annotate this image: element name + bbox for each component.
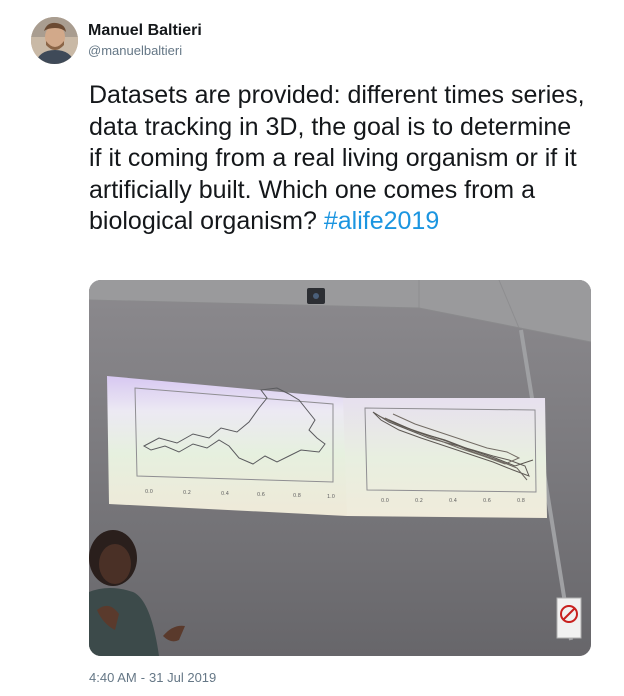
person-portrait-icon — [31, 16, 78, 64]
tweet-photo[interactable]: 0.0 0.2 0.4 0.6 0.8 1.0 0.0 0.2 0.4 0.6 … — [89, 280, 591, 656]
tweet-header: Manuel Baltieri @manuelbaltieri — [31, 16, 202, 64]
timestamp-date: 31 Jul 2019 — [149, 670, 217, 685]
svg-text:0.6: 0.6 — [257, 492, 265, 498]
timestamp-time: 4:40 AM — [89, 670, 137, 685]
svg-text:0.6: 0.6 — [483, 498, 491, 504]
hashtag-link[interactable]: #alife2019 — [323, 207, 440, 235]
svg-text:0.2: 0.2 — [183, 490, 191, 496]
svg-text:0.0: 0.0 — [145, 489, 153, 495]
tweet-timestamp[interactable]: 4:40 AM -31 Jul 2019 — [89, 670, 216, 685]
tweet-text: Datasets are provided: different times s… — [89, 80, 589, 238]
author-display-name[interactable]: Manuel Baltieri — [88, 21, 202, 39]
svg-text:0.4: 0.4 — [449, 498, 457, 504]
svg-text:0.0: 0.0 — [381, 498, 389, 504]
timestamp-separator: - — [140, 670, 146, 685]
photo-of-projected-trajectory-plots: 0.0 0.2 0.4 0.6 0.8 1.0 0.0 0.2 0.4 0.6 … — [89, 280, 591, 656]
svg-text:0.8: 0.8 — [517, 498, 525, 504]
svg-text:1.0: 1.0 — [327, 494, 335, 500]
author-names: Manuel Baltieri @manuelbaltieri — [88, 21, 202, 60]
svg-text:0.8: 0.8 — [293, 493, 301, 499]
svg-text:0.2: 0.2 — [415, 498, 423, 504]
author-handle[interactable]: @manuelbaltieri — [88, 42, 183, 58]
svg-text:0.4: 0.4 — [221, 491, 229, 497]
avatar[interactable] — [31, 16, 78, 64]
tweet-body: Datasets are provided: different times s… — [89, 81, 585, 235]
